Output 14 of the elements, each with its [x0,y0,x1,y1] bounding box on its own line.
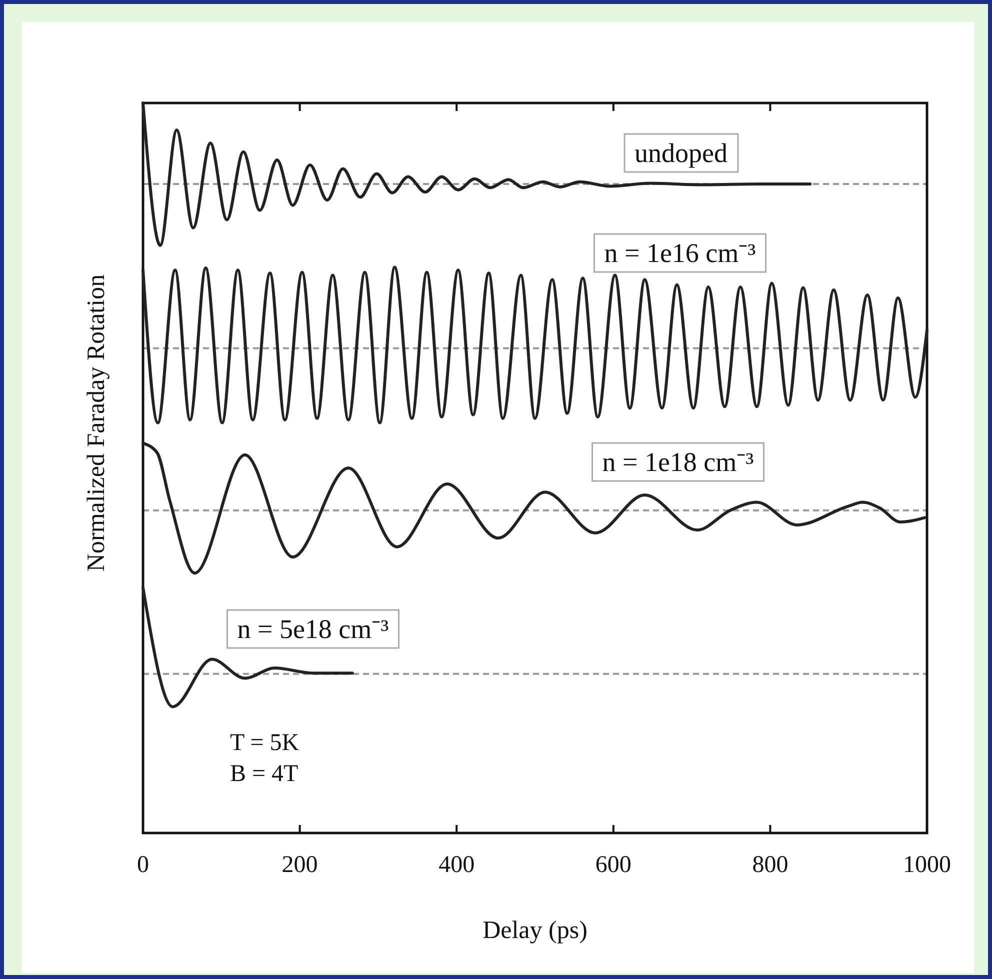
annotation: T = 5K [230,730,300,756]
y-axis-title: Normalized Faraday Rotation [83,274,110,572]
x-tick-label: 1000 [903,852,951,878]
x-tick-label: 200 [282,852,318,878]
series-label: undoped [634,138,728,168]
annotation: B = 4T [230,761,299,787]
series-label: n = 1e16 cm⁻³ [604,238,756,268]
x-tick-label: 800 [752,852,788,878]
series-label: n = 5e18 cm⁻³ [237,614,389,644]
x-axis-title: Delay (ps) [482,917,588,944]
x-tick-label: 400 [438,852,475,878]
x-tick-label: 0 [137,852,149,878]
series-label: n = 1e18 cm⁻³ [602,447,754,477]
x-tick-label: 600 [595,852,632,878]
